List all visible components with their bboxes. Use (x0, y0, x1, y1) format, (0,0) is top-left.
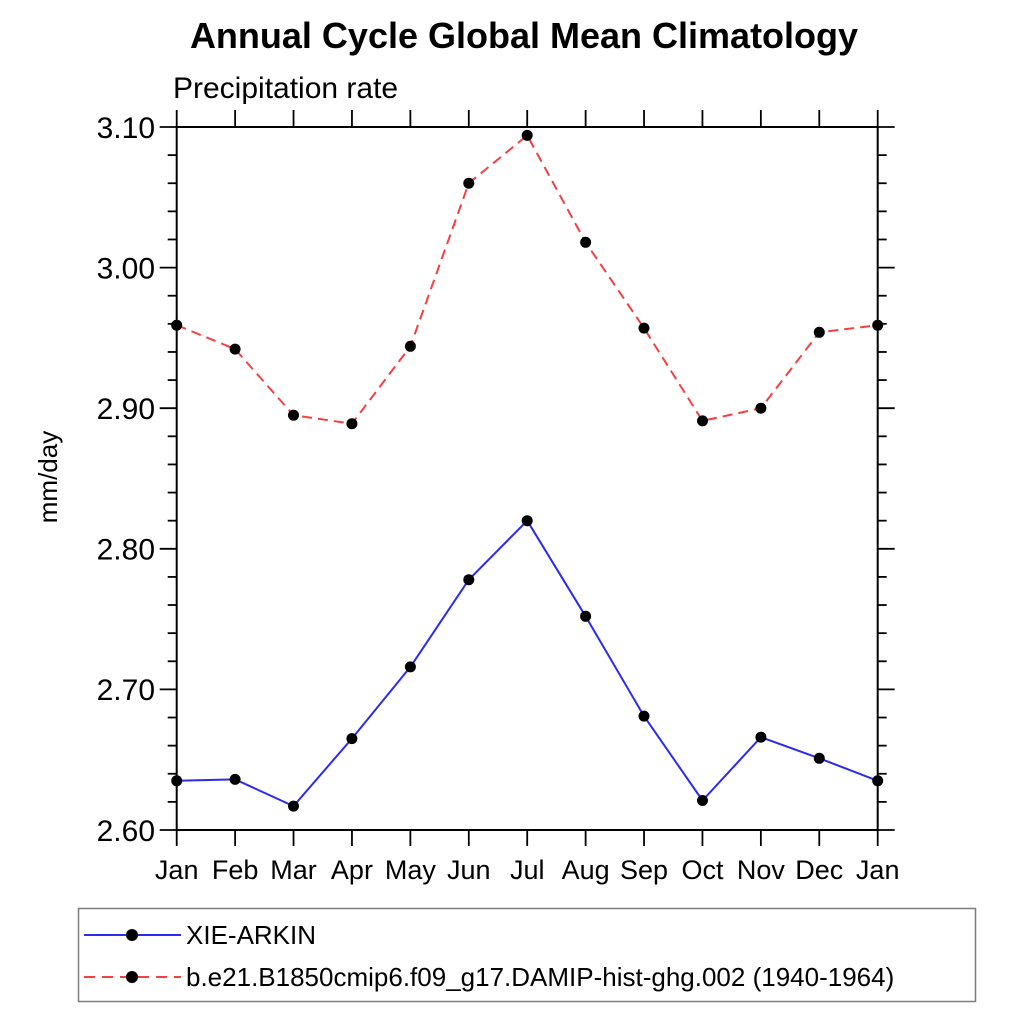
x-tick-label: Sep (620, 855, 668, 885)
x-tick-label: Apr (331, 855, 373, 885)
data-point-marker (171, 319, 183, 331)
chart-title: Annual Cycle Global Mean Climatology (190, 15, 858, 56)
data-point-marker (755, 731, 767, 743)
data-point-marker (638, 322, 650, 334)
chart-subtitle: Precipitation rate (173, 72, 398, 105)
x-tick-label: May (385, 855, 437, 885)
data-point-marker (171, 775, 183, 787)
data-point-marker (697, 415, 708, 427)
data-point-marker (463, 574, 475, 586)
x-tick-label: Jul (510, 855, 545, 885)
x-tick-label: Mar (270, 855, 317, 885)
data-point-marker (872, 319, 884, 331)
x-tick-label: Jun (447, 855, 491, 885)
y-axis-label: mm/day (33, 431, 63, 523)
legend-frame (77, 907, 977, 1003)
x-tick-label: Feb (212, 855, 259, 885)
data-point-marker (638, 710, 650, 722)
data-point-marker (346, 733, 358, 745)
legend-marker (126, 971, 138, 983)
data-point-marker (229, 773, 241, 785)
x-tick-label: Dec (795, 855, 843, 885)
data-point-marker (463, 177, 475, 189)
data-point-marker (404, 340, 416, 352)
data-point-marker (521, 129, 533, 141)
legend: XIE-ARKIN b.e21.B1850cmip6.f09_g17.DAMIP-… (77, 907, 977, 1003)
axes-frame: 2.60 2.70 2.80 2.90 3.00 3.10 Jan Feb Mar Apr May J… (97, 110, 900, 885)
y-tick-label: 2.90 (97, 393, 155, 426)
series-line-0 (176, 519, 879, 808)
data-point-marker (697, 795, 708, 806)
y-tick-label: 2.70 (97, 674, 155, 707)
data-point-marker (404, 661, 416, 673)
x-tick-label: Jan (856, 855, 900, 885)
data-point-marker (813, 326, 825, 338)
data-series-layer (171, 129, 884, 812)
legend-marker (126, 929, 138, 941)
plot-frame (175, 126, 879, 831)
data-point-marker (346, 418, 358, 430)
y-tick-label: 3.00 (97, 252, 155, 285)
data-point-marker (288, 409, 299, 421)
data-point-marker (580, 236, 592, 248)
x-tick-label: Jan (155, 855, 199, 885)
data-point-marker (755, 402, 767, 414)
legend-label: b.e21.B1850cmip6.f09_g17.DAMIP-hist-ghg.… (186, 962, 894, 992)
y-tick-label: 2.80 (97, 534, 155, 567)
data-point-marker (229, 343, 241, 355)
x-tick-label: Oct (681, 855, 724, 885)
legend-label: XIE-ARKIN (186, 920, 316, 950)
y-tick-label: 2.60 (97, 815, 155, 848)
x-tick-label: Aug (562, 855, 610, 885)
y-tick-label: 3.10 (97, 112, 155, 145)
series-line-1 (176, 134, 878, 425)
data-point-marker (580, 610, 592, 622)
x-tick-label: Nov (737, 855, 786, 885)
data-point-marker (872, 775, 884, 787)
data-point-marker (813, 752, 825, 764)
data-point-marker (288, 800, 299, 812)
data-point-marker (521, 515, 533, 527)
